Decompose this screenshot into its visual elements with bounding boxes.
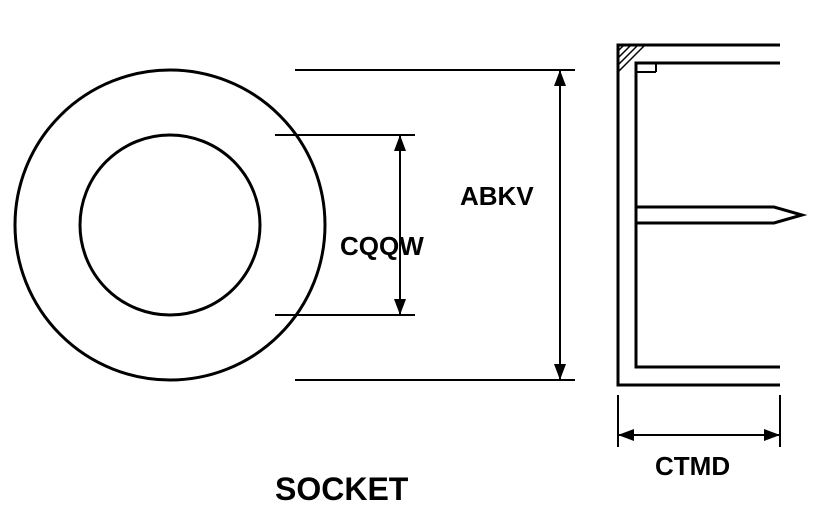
diagram-title: SOCKET (275, 471, 409, 507)
dimension-label-cqqw: CQQW (340, 231, 424, 261)
dimension-label-ctmd: CTMD (655, 451, 730, 481)
socket-diagram: ABKV CQQW CTMD SOCKET (0, 0, 813, 528)
dimension-label-abkv: ABKV (460, 181, 534, 211)
